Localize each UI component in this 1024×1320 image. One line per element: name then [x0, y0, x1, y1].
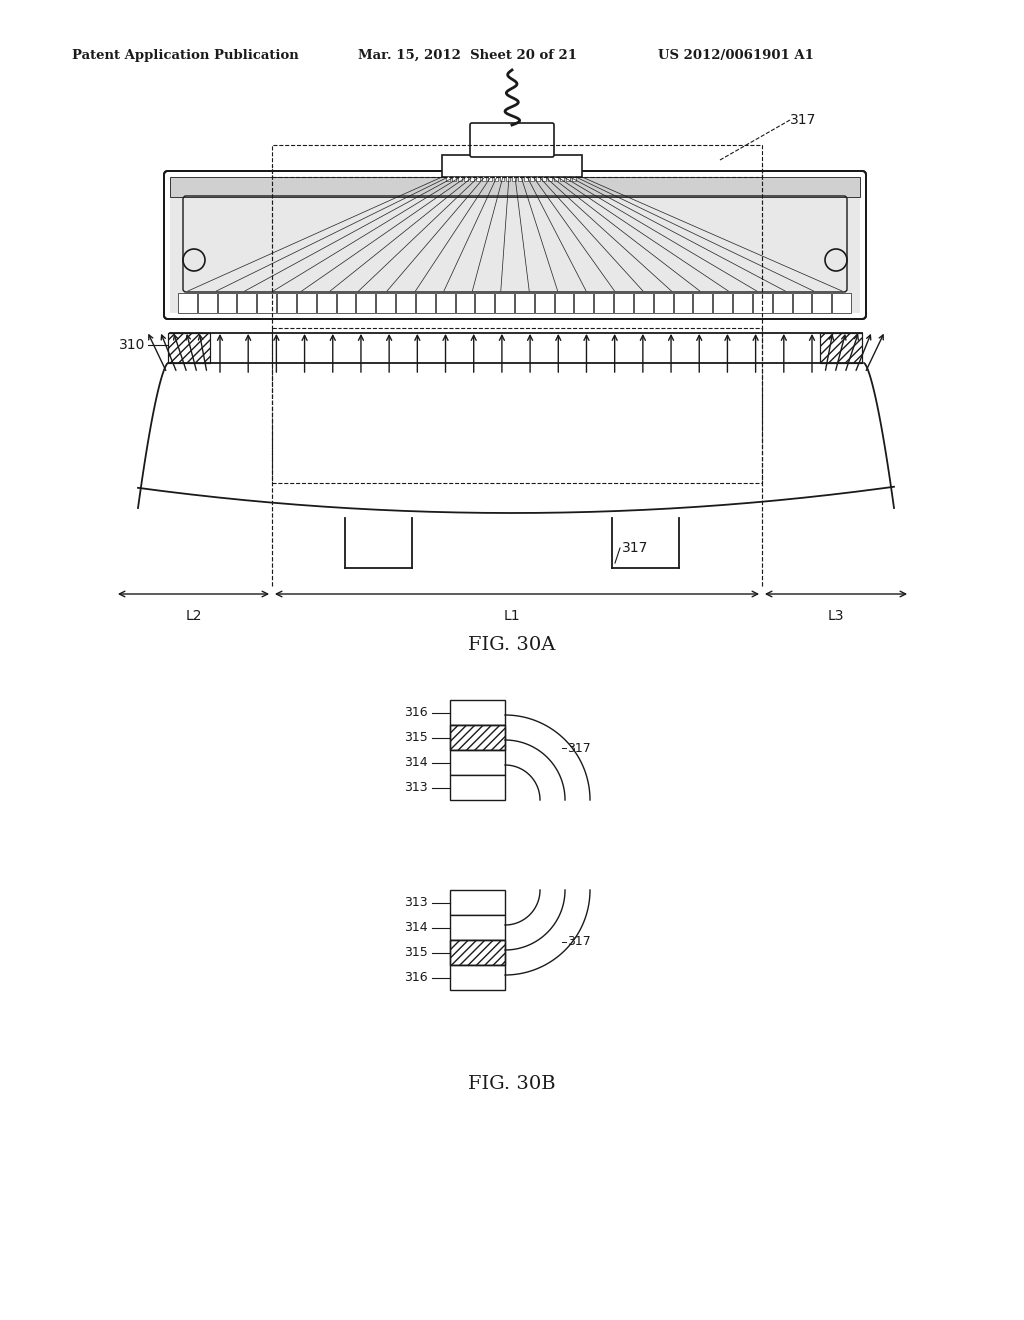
Bar [674, 293, 692, 313]
FancyBboxPatch shape [164, 172, 866, 319]
Bar [753, 293, 772, 313]
Bar [168, 333, 210, 363]
Text: 317: 317 [566, 742, 591, 755]
Bar [272, 145, 762, 177]
Bar [376, 293, 395, 313]
Bar [494, 176, 498, 181]
Text: 316: 316 [404, 972, 428, 983]
Bar [198, 293, 217, 313]
Bar [170, 177, 860, 313]
Bar [450, 940, 505, 965]
Text: 315: 315 [404, 946, 428, 960]
Text: 317: 317 [790, 114, 816, 127]
Bar [452, 176, 456, 181]
Bar [542, 176, 546, 181]
Text: L1: L1 [504, 609, 520, 623]
Bar [614, 293, 633, 313]
Bar [168, 333, 210, 363]
Text: 313: 313 [404, 781, 428, 795]
Bar [488, 176, 492, 181]
Bar [297, 293, 315, 313]
Bar [560, 176, 564, 181]
Text: 315: 315 [404, 731, 428, 744]
Bar [693, 293, 713, 313]
Bar [812, 293, 831, 313]
Bar [476, 176, 480, 181]
Text: FIG. 30B: FIG. 30B [468, 1074, 556, 1093]
Bar [458, 176, 462, 181]
Bar [820, 333, 862, 363]
Bar [316, 293, 336, 313]
Bar [536, 176, 540, 181]
Bar [714, 293, 732, 313]
Bar [634, 293, 652, 313]
Bar [456, 293, 474, 313]
Bar [337, 293, 355, 313]
Text: 314: 314 [404, 756, 428, 770]
Bar [496, 293, 514, 313]
Bar [178, 293, 197, 313]
Bar [396, 293, 415, 313]
Bar [416, 293, 435, 313]
Bar [446, 176, 450, 181]
Bar [555, 293, 573, 313]
Bar [833, 293, 851, 313]
Text: 313: 313 [404, 896, 428, 909]
Bar [566, 176, 570, 181]
Bar [257, 293, 276, 313]
Bar [450, 725, 505, 750]
Bar [535, 293, 554, 313]
Bar [500, 176, 504, 181]
Bar [356, 293, 375, 313]
Bar [554, 176, 558, 181]
Bar [272, 327, 762, 483]
Text: 317: 317 [566, 935, 591, 948]
Bar [773, 293, 792, 313]
Text: 314: 314 [404, 921, 428, 935]
Bar [464, 176, 468, 181]
Text: 310: 310 [119, 338, 145, 352]
Bar [450, 750, 505, 775]
Bar [515, 293, 534, 313]
Bar [733, 293, 752, 313]
Bar [572, 176, 575, 181]
Bar [450, 940, 505, 965]
Text: 317: 317 [622, 541, 648, 554]
Bar [530, 176, 534, 181]
Bar [278, 293, 296, 313]
Bar [512, 176, 516, 181]
Bar [518, 176, 522, 181]
Bar [170, 177, 860, 197]
Bar [475, 293, 495, 313]
Bar [435, 293, 455, 313]
Text: L3: L3 [827, 609, 844, 623]
Bar [238, 293, 256, 313]
FancyBboxPatch shape [470, 123, 554, 157]
Text: L2: L2 [185, 609, 202, 623]
Bar [820, 333, 862, 363]
Bar [450, 890, 505, 915]
Bar [442, 154, 582, 177]
Bar [450, 775, 505, 800]
Bar [594, 293, 613, 313]
Bar [470, 176, 474, 181]
Bar [574, 293, 593, 313]
Bar [450, 700, 505, 725]
Bar [548, 176, 552, 181]
Bar [506, 176, 510, 181]
Text: 316: 316 [404, 706, 428, 719]
Text: Mar. 15, 2012  Sheet 20 of 21: Mar. 15, 2012 Sheet 20 of 21 [358, 49, 577, 62]
Text: US 2012/0061901 A1: US 2012/0061901 A1 [658, 49, 814, 62]
Bar [524, 176, 528, 181]
Bar [482, 176, 486, 181]
Bar [793, 293, 811, 313]
Bar [218, 293, 237, 313]
Bar [450, 915, 505, 940]
Bar [450, 965, 505, 990]
Text: Patent Application Publication: Patent Application Publication [72, 49, 299, 62]
Bar [653, 293, 673, 313]
Bar [450, 725, 505, 750]
Text: FIG. 30A: FIG. 30A [468, 636, 556, 653]
